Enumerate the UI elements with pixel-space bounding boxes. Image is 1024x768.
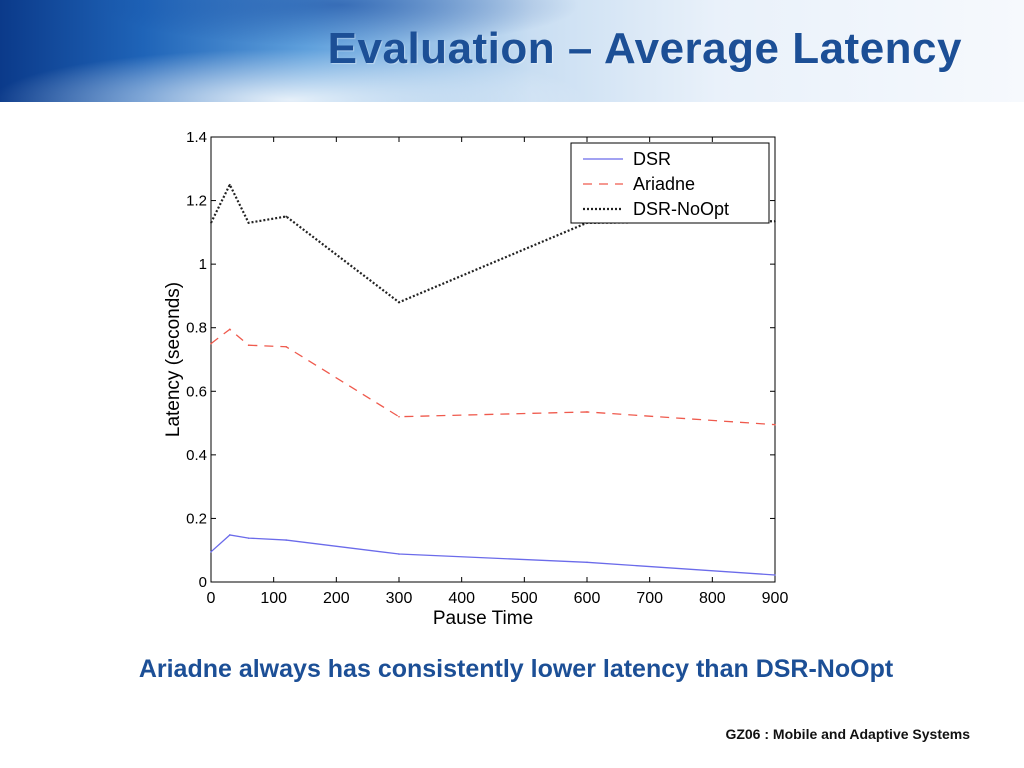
x-tick-label: 0 [207, 590, 216, 607]
data-point [398, 415, 400, 418]
legend-label: DSR [633, 149, 671, 169]
data-point [774, 574, 776, 576]
y-tick-label: 0.6 [186, 383, 207, 400]
data-point [247, 222, 250, 224]
x-tick-label: 300 [386, 590, 413, 607]
x-axis-label: Pause Time [433, 608, 533, 629]
data-point [229, 183, 231, 186]
x-tick-label: 700 [636, 590, 663, 607]
data-point [285, 539, 287, 541]
y-tick-label: 0.2 [186, 510, 207, 527]
x-tick-label: 900 [762, 590, 789, 607]
data-point [586, 411, 588, 413]
y-tick-label: 1.2 [186, 193, 207, 210]
data-point [398, 553, 400, 555]
slide-footer: GZ06 : Mobile and Adaptive Systems [725, 726, 970, 742]
y-tick-label: 0.8 [186, 320, 207, 337]
title-banner [0, 0, 1024, 102]
data-point [229, 534, 231, 536]
x-tick-label: 800 [699, 590, 726, 607]
y-tick-label: 0 [199, 574, 207, 591]
y-tick-label: 1 [199, 256, 207, 273]
chart-svg: 0 100 200 300 400 500 600 700 800 900 0 0.2 0.4 0.6 0.… [163, 129, 789, 629]
slide-caption: Ariadne always has consistently lower la… [138, 655, 894, 683]
x-tick-label: 400 [448, 590, 475, 607]
legend-label: DSR-NoOpt [633, 199, 729, 219]
data-point [586, 561, 588, 564]
legend-label: Ariadne [633, 174, 695, 194]
data-point [398, 301, 400, 304]
data-point [210, 222, 212, 224]
x-tick-label: 100 [260, 590, 287, 607]
latency-chart: 0 100 200 300 400 500 600 700 800 900 0 0.2 0.4 0.6 0.… [155, 124, 795, 634]
data-point [229, 328, 231, 331]
x-tick-label: 500 [511, 590, 538, 607]
x-tick-label: 200 [323, 590, 350, 607]
y-tick-label: 1.4 [186, 129, 207, 146]
slide-title: Evaluation – Average Latency [327, 24, 962, 73]
legend: DSR Ariadne DSR-NoOpt [570, 142, 770, 224]
data-point [210, 551, 212, 553]
y-axis-label: Latency (seconds) [163, 282, 184, 437]
data-point [774, 423, 776, 426]
data-point [285, 345, 287, 348]
data-point [247, 344, 250, 346]
x-tick-label: 600 [574, 590, 601, 607]
data-point [285, 215, 287, 218]
y-tick-label: 0.4 [186, 447, 207, 464]
data-point [210, 342, 212, 345]
data-point [247, 537, 250, 539]
data-point [774, 220, 776, 223]
